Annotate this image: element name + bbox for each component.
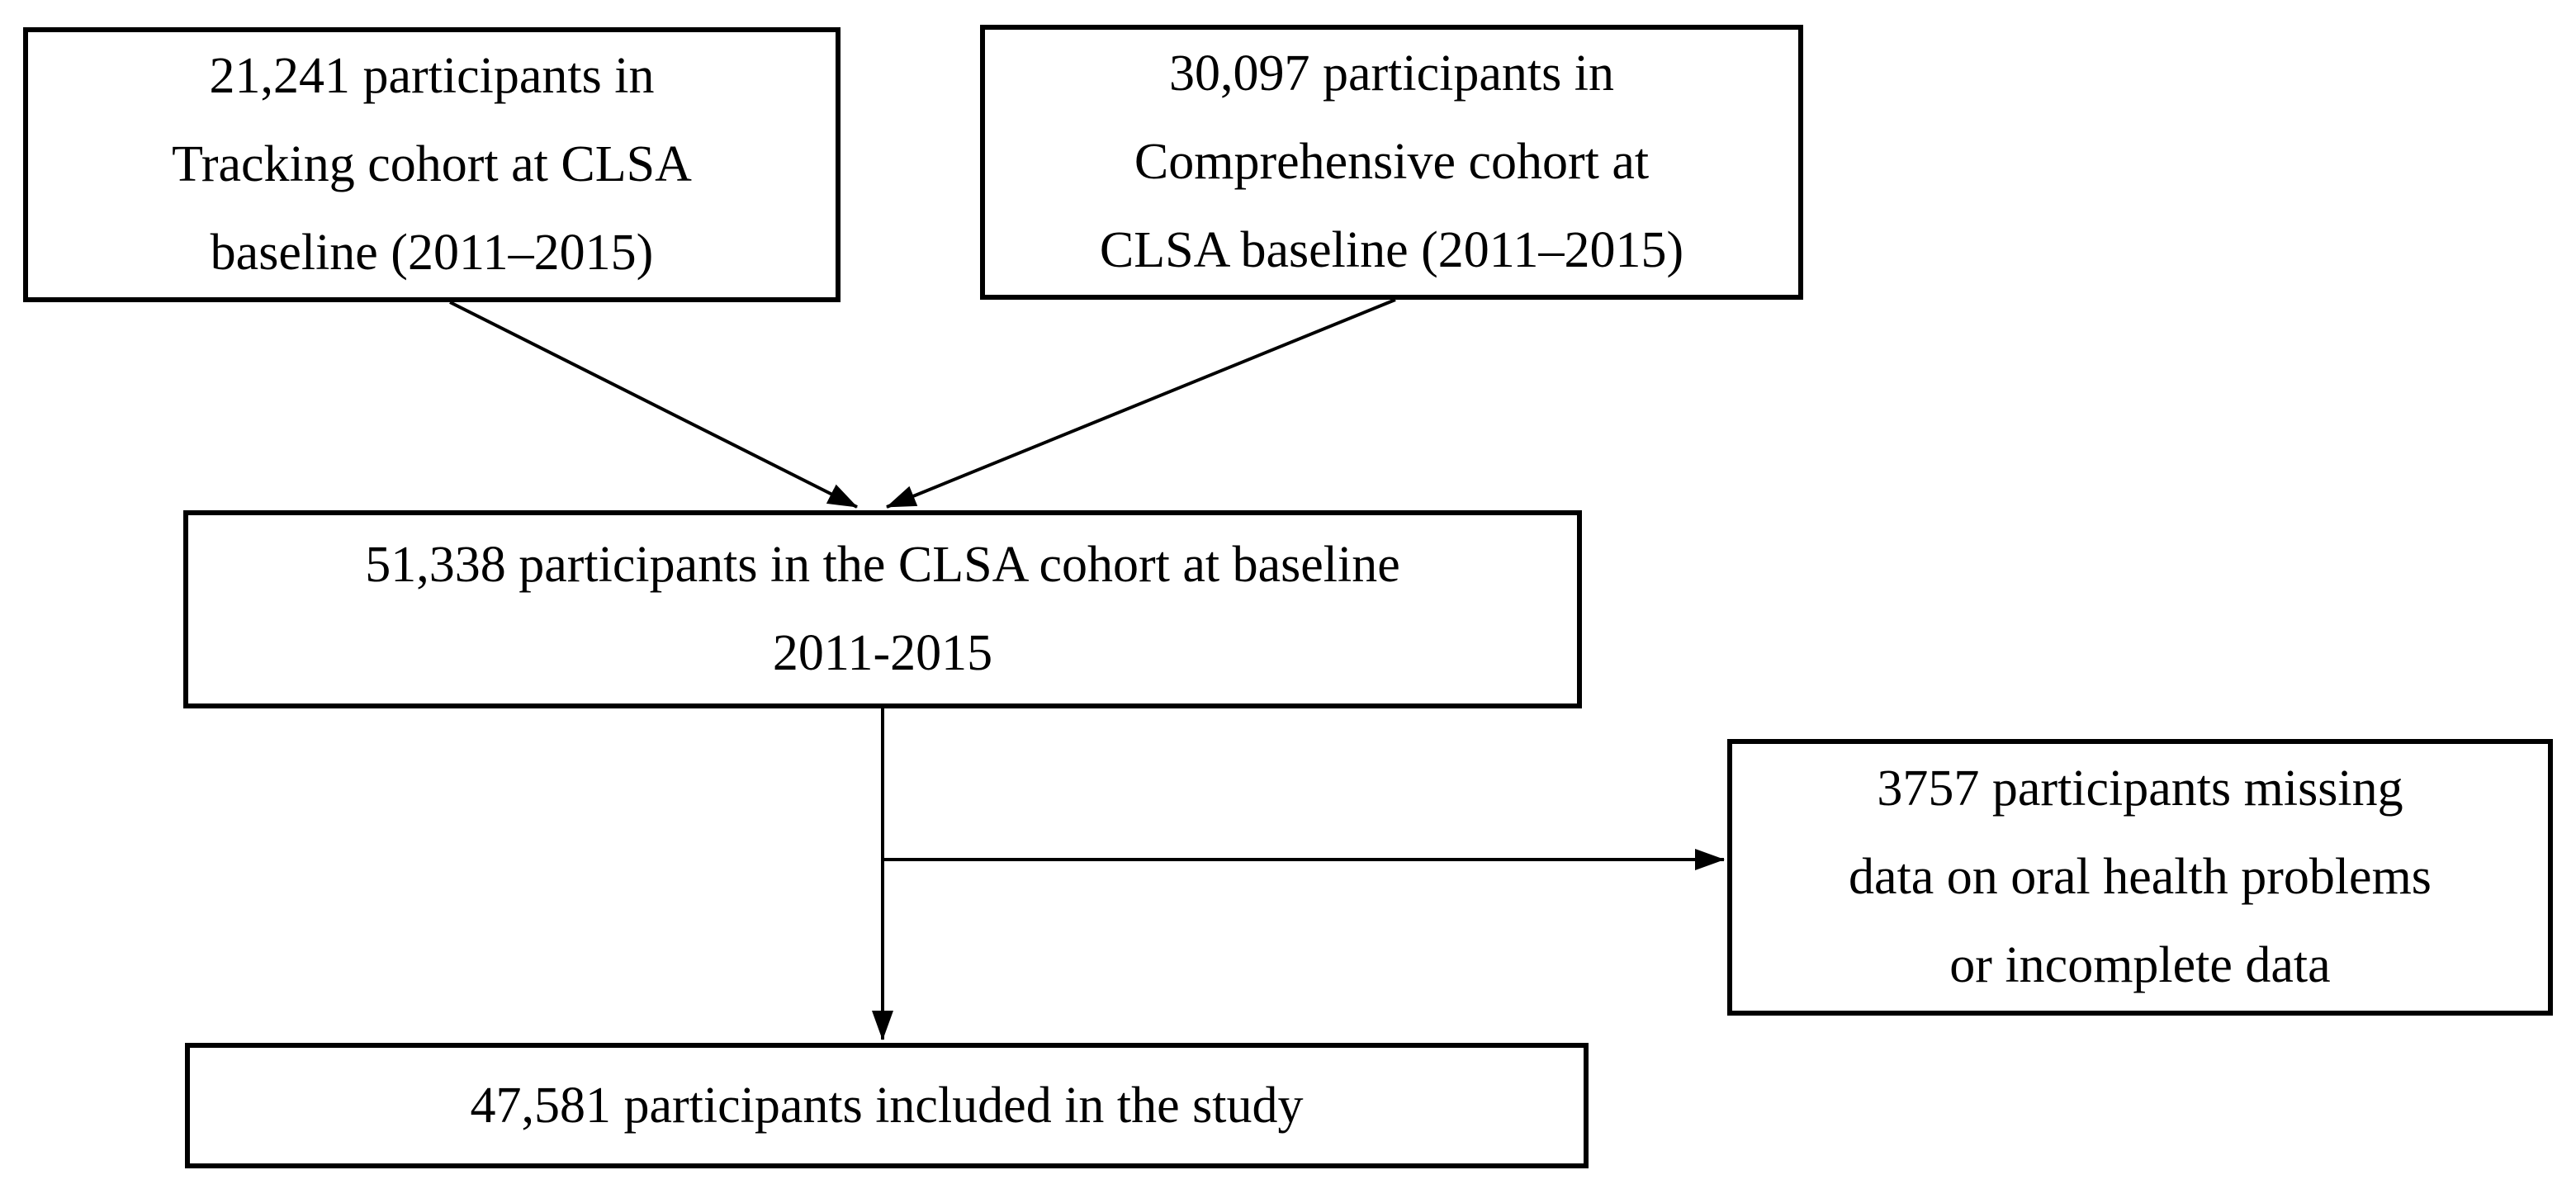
box-tracking-cohort: 21,241 participants in Tracking cohort a…	[23, 27, 841, 302]
arrow-comprehensive-to-combined	[886, 298, 1396, 509]
box-combined-cohort: 51,338 participants in the CLSA cohort a…	[183, 510, 1582, 708]
box-comprehensive-cohort: 30,097 participants in Comprehensive coh…	[980, 25, 1803, 300]
box-excluded-participants: 3757 participants missing data on oral h…	[1727, 739, 2553, 1016]
arrow-tracking-to-combined	[449, 301, 858, 509]
box-included-participants: 47,581 participants included in the stud…	[185, 1043, 1589, 1168]
